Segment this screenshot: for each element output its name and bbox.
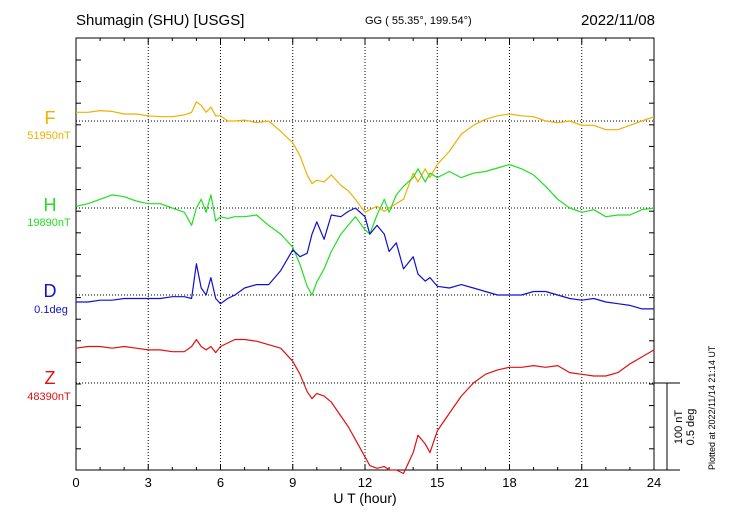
- grid: [147, 38, 583, 470]
- plotted-at-label: Plotted at 2022/11/14 21:14 UT: [707, 345, 717, 470]
- scale-nt-label: 100 nT: [673, 410, 685, 445]
- baseline-value-D: 0.1deg: [34, 304, 68, 316]
- scale-bar: [654, 382, 680, 471]
- scale-deg-label: 0.5 deg: [685, 409, 697, 446]
- series-line-D: [76, 207, 654, 310]
- x-tick-label: 18: [502, 475, 516, 490]
- x-tick-label: 12: [358, 475, 372, 490]
- series-name-H: H: [44, 195, 57, 215]
- series-name-D: D: [44, 281, 57, 301]
- station-title: Shumagin (SHU) [USGS]: [76, 12, 244, 29]
- x-tick-label: 3: [145, 475, 152, 490]
- coordinates-label: GG ( 55.35°, 199.54°): [365, 15, 472, 27]
- axis-ticks: [75, 38, 655, 470]
- series-line-F: [76, 101, 655, 213]
- baseline-value-F: 51950nT: [27, 130, 71, 142]
- x-axis-label: U T (hour): [333, 490, 396, 506]
- x-tick-label: 6: [217, 475, 224, 490]
- series-name-F: F: [45, 108, 56, 128]
- x-tick-label: 24: [647, 475, 661, 490]
- x-tick-label: 15: [430, 475, 444, 490]
- series-lines: [75, 101, 655, 475]
- x-tick-label: 21: [575, 475, 589, 490]
- series-line-Z: [75, 338, 655, 475]
- x-tick-label: 9: [289, 475, 296, 490]
- baseline-value-H: 19890nT: [27, 217, 71, 229]
- x-tick-label: 0: [72, 475, 79, 490]
- baseline-value-Z: 48390nT: [27, 391, 71, 403]
- series-line-H: [75, 163, 655, 296]
- date-label: 2022/11/08: [581, 12, 655, 29]
- series-name-Z: Z: [45, 368, 56, 388]
- x-tick-labels: 0 3 6 9 12 15 18 21 24: [72, 475, 661, 490]
